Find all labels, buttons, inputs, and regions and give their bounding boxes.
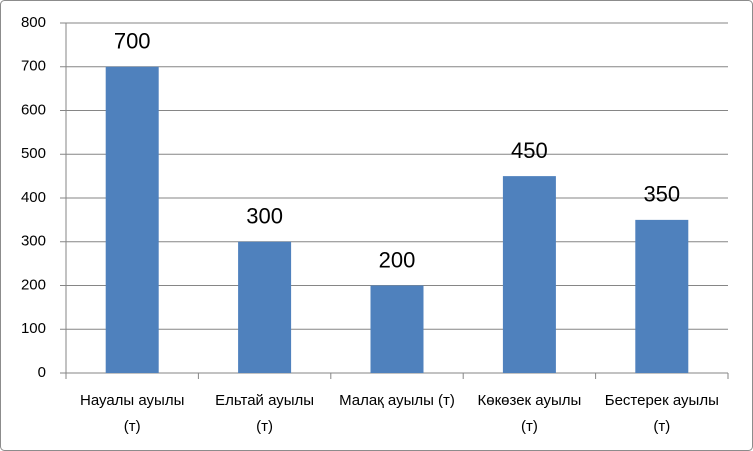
x-tick-label: Бестерек ауылы (т)	[604, 392, 719, 435]
y-tick-label: 600	[21, 101, 46, 118]
data-label: 200	[379, 247, 416, 272]
y-tick-label: 300	[21, 233, 46, 250]
data-label: 450	[511, 138, 548, 163]
bar	[635, 219, 689, 373]
data-label: 700	[114, 29, 151, 54]
x-tick-label: Көкөзек ауылы (т)	[477, 392, 582, 435]
data-label: 300	[246, 204, 283, 229]
y-tick-label: 400	[21, 189, 46, 206]
y-tick-label: 800	[21, 14, 46, 31]
x-tick-label: Ельтай ауылы (т)	[215, 392, 315, 435]
data-label: 350	[643, 182, 680, 207]
y-tick-label: 700	[21, 58, 46, 75]
y-tick-label: 100	[21, 320, 46, 337]
x-tick-label: Науалы ауылы (т)	[80, 392, 185, 435]
x-tick-label: Малақ ауылы (т)	[339, 392, 455, 409]
bar	[370, 285, 424, 373]
y-tick-label: 200	[21, 276, 46, 293]
bar	[238, 241, 292, 373]
bar	[105, 66, 159, 373]
bar	[502, 176, 556, 373]
y-tick-label: 0	[38, 364, 46, 381]
y-tick-label: 500	[21, 145, 46, 162]
